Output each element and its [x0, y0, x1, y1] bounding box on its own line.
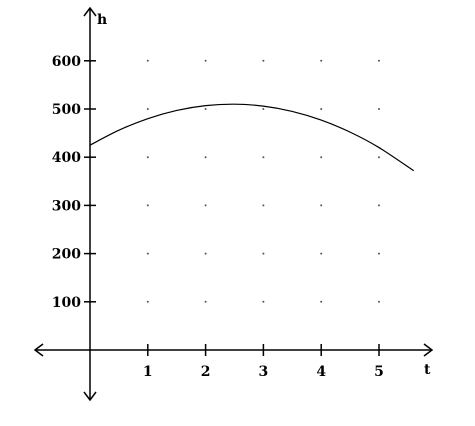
y-axis-arrow-up-icon: [83, 6, 97, 17]
grid-dot: [262, 204, 265, 207]
x-tick-label: 2: [201, 364, 211, 380]
grid-dot: [262, 59, 265, 62]
grid-dot: [204, 108, 207, 110]
x-tick-label: 1: [143, 364, 153, 380]
grid-dot: [204, 59, 207, 62]
grid-dot: [146, 59, 149, 62]
grid-dot: [146, 108, 149, 110]
axes: [33, 6, 434, 402]
y-tick-label: 100: [52, 295, 81, 311]
grid-dot: [262, 156, 265, 159]
grid-dot: [378, 59, 380, 62]
grid-dot: [320, 252, 323, 255]
y-tick-label: 500: [52, 102, 81, 118]
grid-dot: [262, 252, 265, 255]
grid-dot: [378, 108, 380, 110]
grid-dot: [320, 156, 323, 159]
grid-dot: [378, 252, 380, 255]
y-axis-arrow-down-icon: [83, 391, 97, 402]
grid-dot: [320, 108, 323, 110]
x-axis-arrow-right-icon: [423, 343, 434, 357]
x-tick-label: 4: [316, 364, 326, 380]
grid-dot: [262, 300, 265, 303]
y-tick-label: 400: [52, 150, 81, 166]
grid-dots: [146, 59, 380, 303]
x-tick-label: 3: [259, 364, 269, 380]
grid-dot: [262, 108, 265, 110]
series-group: [89, 103, 415, 172]
grid-dot: [320, 59, 323, 62]
y-tick-label: 600: [52, 54, 81, 70]
grid-dot: [378, 300, 380, 303]
grid-dot: [320, 204, 323, 207]
grid-dot: [204, 156, 207, 159]
ticks: 1 2 3 4 5 100 200 300 400 500 600: [52, 54, 384, 380]
grid-dot: [204, 252, 207, 255]
y-axis-label: h: [97, 12, 107, 28]
grid-dot: [146, 204, 149, 207]
grid-dot: [378, 156, 380, 159]
grid-dot: [204, 204, 207, 207]
grid-dot: [146, 252, 149, 255]
grid-dot: [320, 300, 323, 303]
grid-dot: [204, 300, 207, 303]
grid-dot: [146, 300, 149, 303]
y-tick-label: 300: [52, 198, 81, 214]
y-tick-label: 200: [52, 247, 81, 263]
grid-dot: [378, 204, 380, 207]
x-axis-arrow-left-icon: [33, 343, 44, 357]
x-axis-label: t: [424, 362, 431, 378]
grid-dot: [146, 156, 149, 159]
x-tick-label: 5: [374, 364, 384, 380]
series-line: [89, 103, 415, 172]
